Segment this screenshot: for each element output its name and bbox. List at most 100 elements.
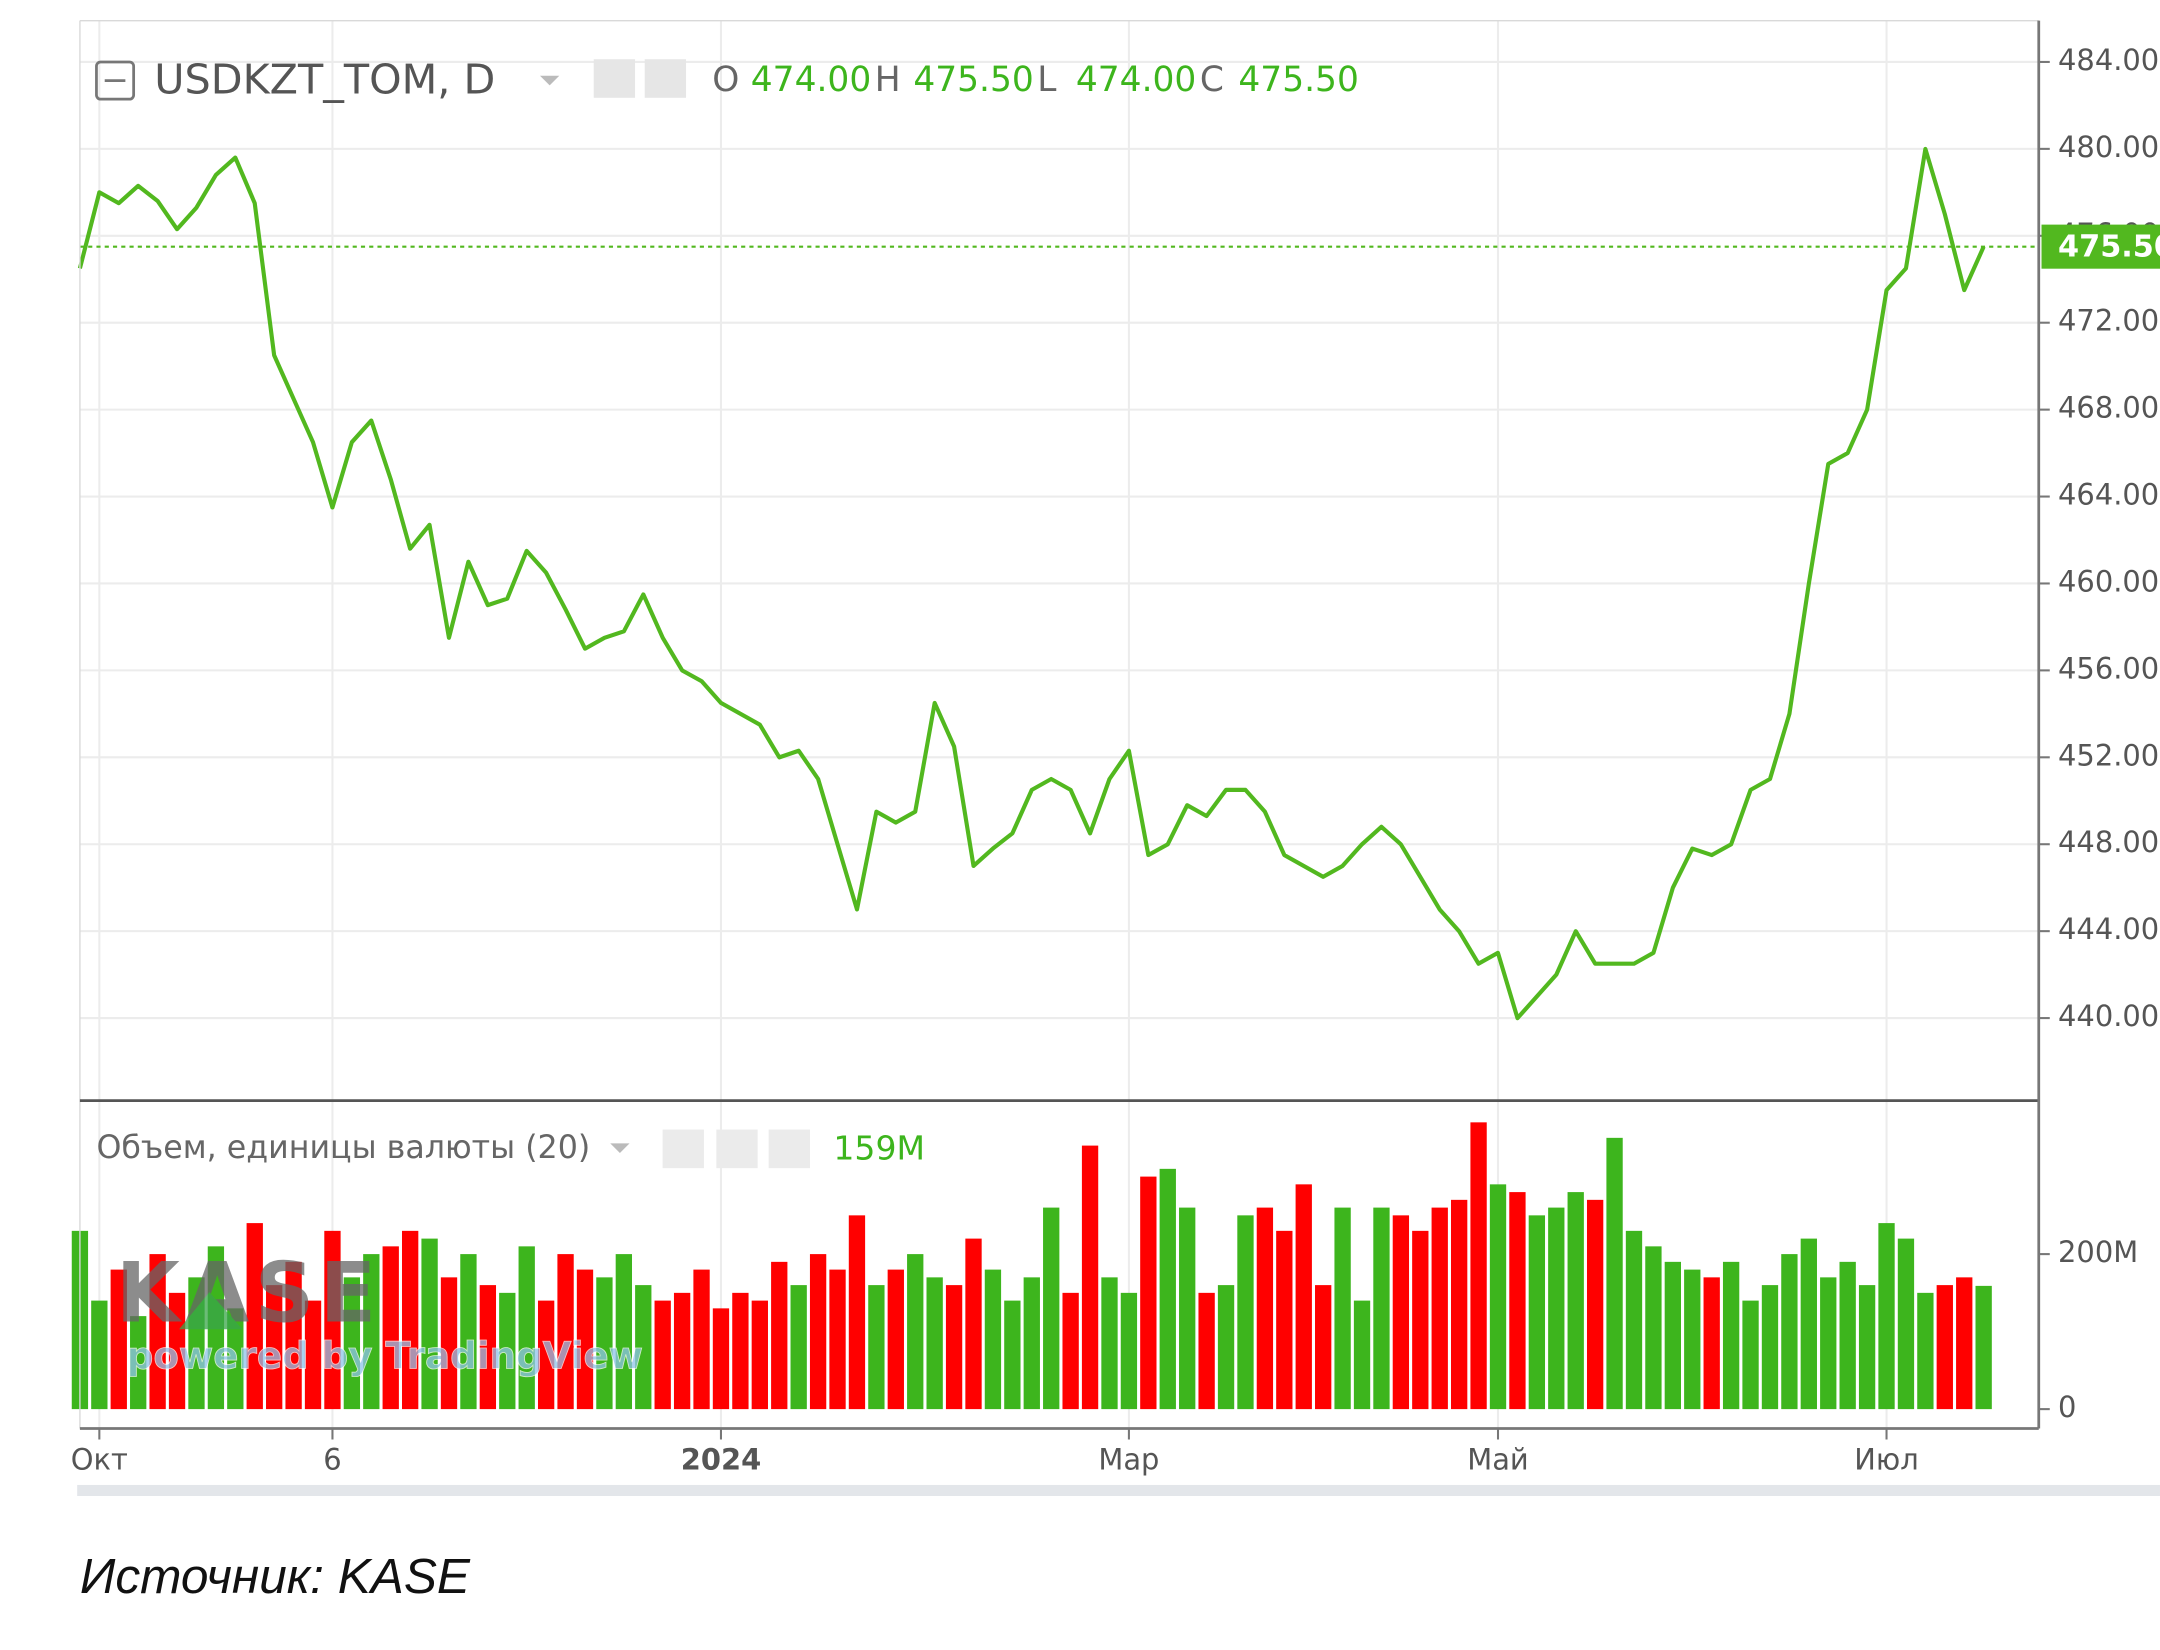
- volume-pane: [71, 1122, 1992, 1410]
- volume-bar: [1101, 1277, 1118, 1410]
- gear-icon[interactable]: [716, 1129, 758, 1169]
- volume-bar: [1392, 1215, 1410, 1410]
- volume-bar: [984, 1269, 1002, 1410]
- volume-bar: [91, 1300, 108, 1410]
- volume-bar: [1956, 1277, 1973, 1410]
- volume-bar: [673, 1292, 691, 1410]
- dropdown-arrow[interactable]: [610, 1143, 630, 1153]
- volume-bar: [1761, 1285, 1779, 1410]
- volume-bar: [421, 1238, 438, 1410]
- volume-bar: [1489, 1184, 1507, 1410]
- volume-bar: [654, 1300, 671, 1410]
- x-tick-label: Окт: [71, 1443, 128, 1477]
- volume-bar: [1820, 1277, 1837, 1410]
- volume-bar: [907, 1254, 924, 1410]
- volume-bar: [1140, 1176, 1157, 1410]
- volume-bar: [1412, 1230, 1429, 1410]
- y-tick-label: 480.00: [2058, 130, 2159, 164]
- volume-bar: [1664, 1261, 1682, 1410]
- volume-bar: [1858, 1285, 1876, 1410]
- dropdown-arrow[interactable]: [540, 75, 560, 86]
- volume-title: Объем, единицы валюты (20): [96, 1130, 590, 1166]
- volume-bar: [1742, 1300, 1759, 1410]
- volume-bar: [1217, 1285, 1235, 1410]
- watermark-logo: KASE: [116, 1245, 382, 1341]
- volume-bar: [732, 1292, 749, 1410]
- ohlc-key: C: [1200, 60, 1224, 100]
- grid: 440.00 444.00 448.00 452.00 456.00 460.00 464.…: [79, 20, 2159, 1429]
- symbol-title: USDKZT_TOM, D: [154, 56, 495, 104]
- ohlc-value: 475.50: [1238, 60, 1358, 100]
- x-tick-label: Июл: [1854, 1443, 1918, 1477]
- legend-header: USDKZT_TOM, D O 474.00 H 475.50 L 474.00 C 475.…: [95, 56, 1359, 104]
- eye-icon[interactable]: [662, 1129, 704, 1169]
- volume-last-value: 159M: [833, 1129, 925, 1168]
- x-tick-label: Май: [1467, 1443, 1528, 1477]
- volume-bar: [382, 1246, 399, 1410]
- ohlc-value: 474.00: [751, 60, 871, 100]
- volume-bar: [751, 1300, 768, 1410]
- y-tick-label: 484.00: [2058, 43, 2159, 77]
- volume-bar: [1625, 1230, 1643, 1410]
- volume-bar: [1645, 1246, 1662, 1410]
- volume-bar: [1062, 1292, 1079, 1410]
- volume-bar: [1839, 1261, 1856, 1410]
- y-tick-label: 452.00: [2058, 738, 2159, 772]
- volume-bar: [557, 1254, 574, 1410]
- volume-bar: [1276, 1230, 1293, 1410]
- volume-bar: [1567, 1192, 1584, 1410]
- price-line: [77, 146, 1986, 1021]
- volume-bar: [712, 1308, 730, 1410]
- volume-bar: [1936, 1285, 1953, 1410]
- gear-icon[interactable]: [644, 59, 687, 98]
- y-tick-label: 464.00: [2058, 478, 2159, 512]
- volume-bar: [1703, 1277, 1720, 1410]
- volume-bar: [285, 1261, 302, 1410]
- volume-bar: [440, 1277, 458, 1410]
- volume-bar: [1509, 1192, 1526, 1410]
- y-tick-label: 444.00: [2058, 912, 2159, 946]
- volume-bar: [965, 1238, 982, 1410]
- y-tick-label: 468.00: [2058, 391, 2159, 425]
- volume-bar: [1431, 1207, 1448, 1410]
- volume-bar: [110, 1269, 127, 1410]
- volume-bar: [1043, 1207, 1060, 1410]
- volume-bar: [1004, 1300, 1021, 1410]
- volume-bar: [1353, 1300, 1371, 1410]
- eye-icon[interactable]: [593, 59, 636, 98]
- volume-bar: [926, 1277, 943, 1410]
- volume-bar: [1295, 1184, 1312, 1410]
- volume-bar: [1023, 1277, 1040, 1410]
- volume-bar: [615, 1254, 633, 1410]
- volume-bar: [537, 1300, 555, 1410]
- price-pane: 475.50: [77, 146, 2160, 1021]
- volume-bar: [460, 1254, 477, 1410]
- volume-bar: [1800, 1238, 1817, 1410]
- y-tick-label: 460.00: [2058, 564, 2159, 598]
- source-note: Источник: KASE: [80, 1548, 471, 1604]
- close-icon[interactable]: [768, 1129, 811, 1169]
- volume-bar: [1470, 1122, 1487, 1410]
- volume-bar: [945, 1285, 963, 1410]
- x-tick-label: 2024: [681, 1443, 761, 1477]
- volume-bar: [1237, 1215, 1254, 1410]
- ohlc-key: L: [1037, 60, 1056, 100]
- volume-bar: [401, 1230, 419, 1410]
- watermark: KASE powered by TradingView: [116, 1245, 644, 1378]
- volume-bar: [130, 1316, 147, 1410]
- volume-bar: [1159, 1168, 1176, 1410]
- collapse-icon[interactable]: [95, 60, 136, 101]
- volume-bar: [790, 1285, 807, 1410]
- volume-bar: [1684, 1269, 1701, 1410]
- volume-bar: [1586, 1199, 1604, 1410]
- volume-bar: [1528, 1215, 1546, 1410]
- ohlc-key: O: [712, 60, 739, 100]
- volume-bar: [324, 1230, 341, 1410]
- ohlc-key: H: [875, 60, 901, 100]
- volume-bar: [596, 1277, 613, 1410]
- ohlc-value: 475.50: [913, 60, 1033, 100]
- watermark-powered: powered by TradingView: [127, 1334, 643, 1378]
- volume-bar: [1450, 1199, 1468, 1410]
- last-price-tag: [2041, 224, 2160, 269]
